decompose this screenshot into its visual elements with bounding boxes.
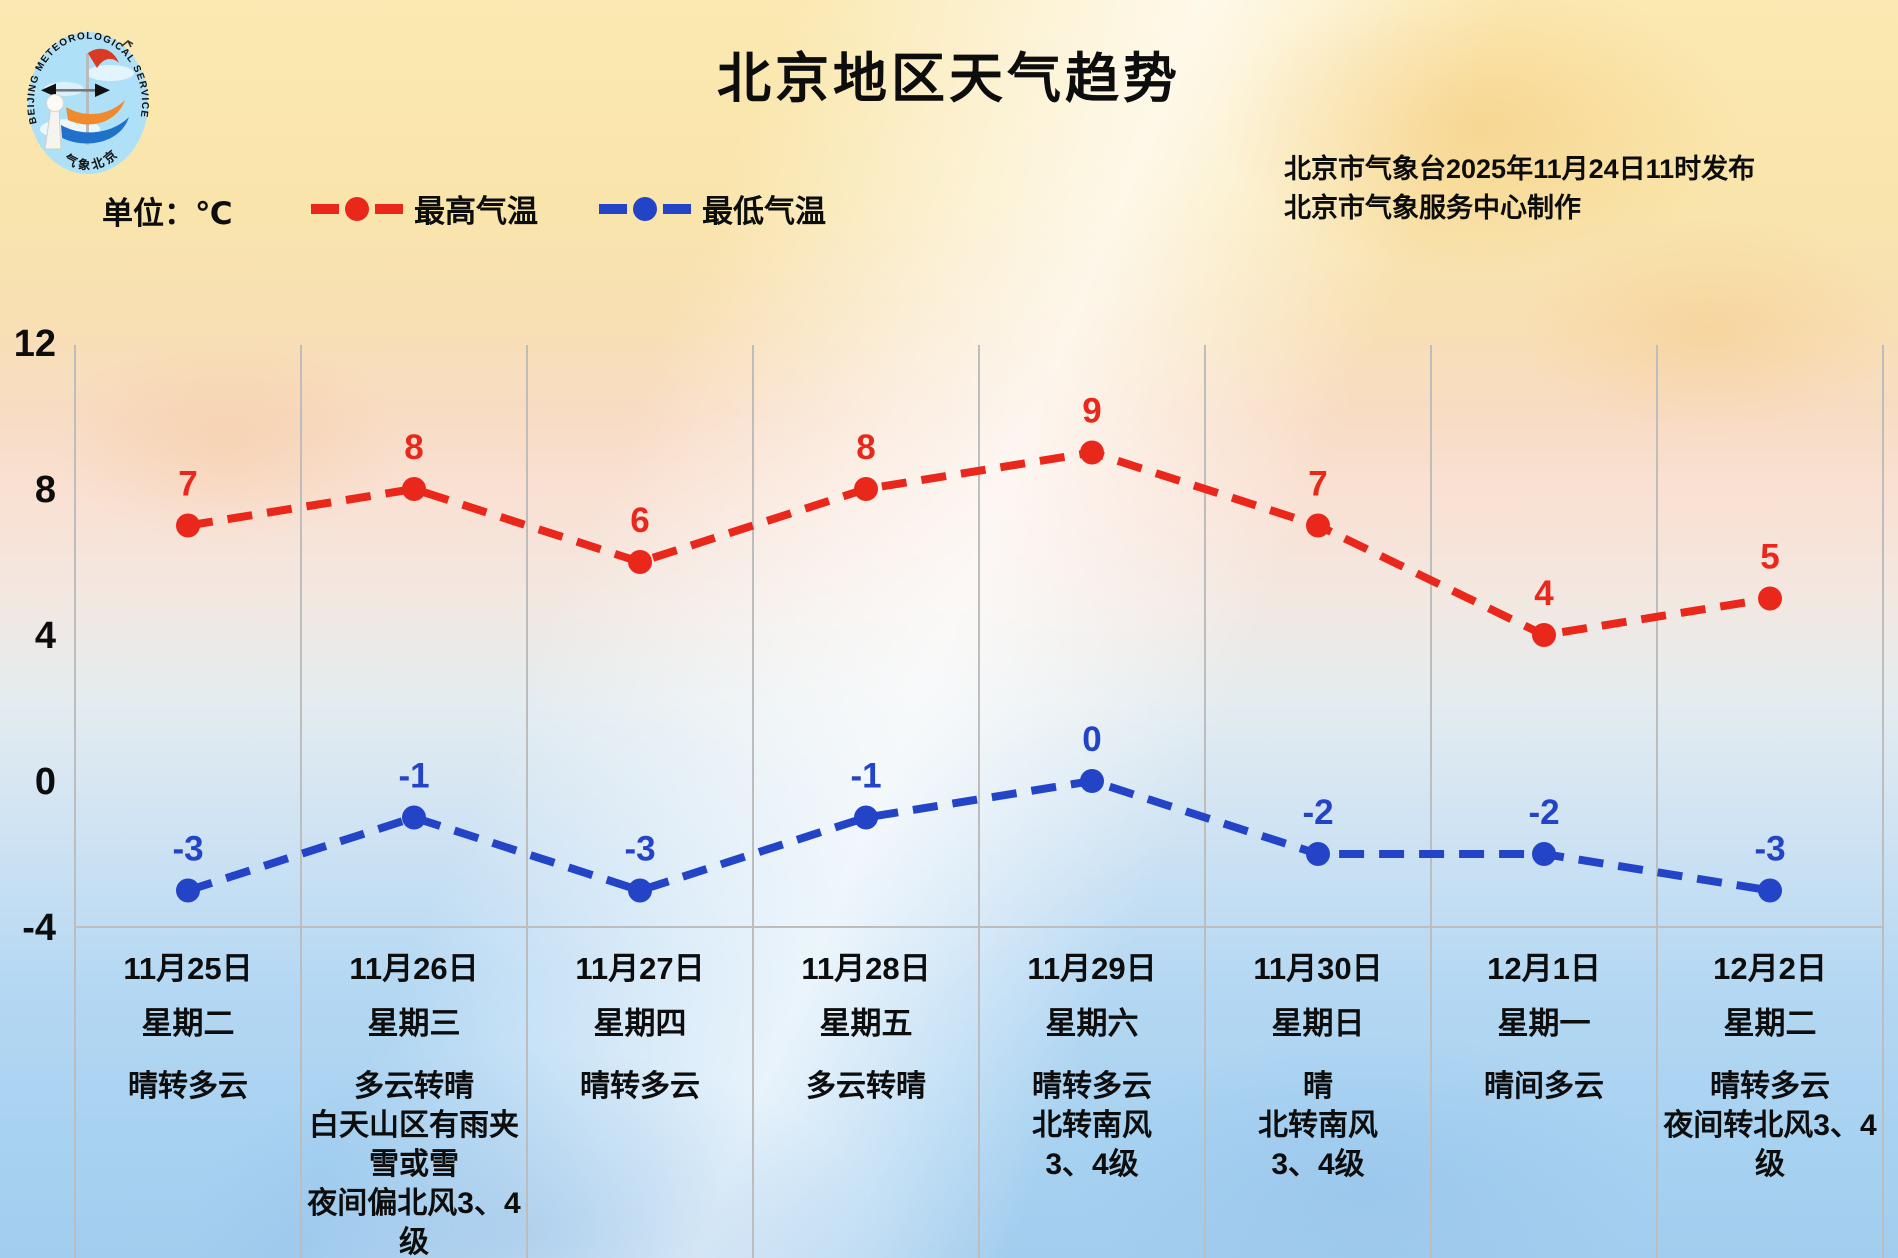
low-temp-value-label: -3 [624, 830, 655, 869]
low-temp-point [1758, 878, 1782, 903]
low-temp-point [1532, 842, 1556, 866]
high-temp-value-label: 7 [178, 465, 197, 504]
legend-label-low: 最低气温 [702, 194, 826, 229]
legend-label-high: 最高气温 [414, 194, 538, 229]
y-axis-tick-label: 8 [35, 469, 56, 511]
day-weekday-label: 星期五 [820, 1006, 913, 1041]
day-weather-text: 晴间多云 [1484, 1070, 1604, 1103]
high-temp-point [854, 477, 878, 501]
publisher-info: 北京市气象台2025年11月24日11时发布 北京市气象服务中心制作 [1284, 150, 1755, 228]
unit-label: 单位：℃ [102, 196, 233, 231]
day-weekday-label: 星期三 [368, 1006, 461, 1041]
day-weekday-label: 星期六 [1046, 1006, 1139, 1041]
day-weather-text: 多云转晴 [354, 1070, 474, 1103]
y-axis-tick-label: 4 [35, 615, 56, 657]
low-temp-value-label: -2 [1302, 793, 1333, 832]
low-temp-point [176, 878, 200, 903]
day-weekday-label: 星期日 [1272, 1006, 1365, 1041]
day-weather-text: 白天山区有雨夹 [309, 1109, 519, 1142]
high-temp-value-label: 6 [630, 501, 649, 540]
day-weather-text: 晴转多云 [128, 1070, 248, 1103]
high-temp-line-icon [311, 196, 403, 221]
publisher-line-1: 北京市气象台2025年11月24日11时发布 [1284, 154, 1756, 184]
low-temp-point [854, 805, 878, 830]
day-weather-text: 级 [1755, 1148, 1785, 1181]
day-weekday-label: 星期四 [594, 1006, 687, 1041]
high-temp-point [628, 550, 652, 574]
low-temp-point [1080, 769, 1104, 793]
low-temp-point [402, 805, 426, 830]
high-temp-value-label: 5 [1760, 538, 1779, 577]
day-weather-text: 晴转多云 [1032, 1070, 1152, 1103]
day-weather-text: 夜间偏北风3、4 [306, 1186, 521, 1220]
day-date-label: 11月26日 [349, 951, 478, 986]
low-temp-value-label: -3 [1754, 830, 1785, 869]
bms-logo: BEIJING METEOROLOGICAL SERVICE 气象北京 [26, 31, 149, 174]
day-weather-text: 级 [399, 1226, 429, 1258]
day-date-label: 12月1日 [1487, 951, 1601, 986]
high-temp-point [1080, 440, 1104, 465]
legend: 最高气温 最低气温 [308, 186, 826, 231]
high-temp-point [1306, 513, 1330, 538]
legend-item-high-temp: 最高气温 [308, 186, 538, 231]
day-date-label: 11月25日 [123, 951, 252, 986]
day-weather-text: 3、4级 [1045, 1148, 1138, 1181]
publisher-line-2: 北京市气象服务中心制作 [1284, 193, 1581, 223]
day-weather-text: 北转南风 [1258, 1109, 1378, 1142]
legend-item-low-temp: 最低气温 [596, 186, 826, 231]
low-temp-line [186, 776, 1771, 895]
low-temp-value-label: -1 [850, 757, 881, 796]
day-weekday-label: 星期二 [142, 1006, 235, 1041]
day-weather-text: 多云转晴 [806, 1070, 926, 1103]
high-temp-point [1758, 586, 1782, 611]
day-date-label: 11月30日 [1253, 951, 1382, 986]
y-axis-tick-label: -4 [22, 907, 56, 949]
high-temp-value-label: 7 [1308, 465, 1327, 504]
page-title: 北京地区天气趋势 [717, 49, 1181, 109]
day-date-label: 11月28日 [801, 951, 930, 986]
day-date-label: 11月29日 [1027, 951, 1156, 986]
low-temp-value-label: -1 [398, 757, 429, 796]
low-temp-value-label: -3 [172, 830, 203, 869]
high-temp-value-label: 8 [856, 428, 875, 467]
day-weather-text: 晴 [1303, 1070, 1333, 1103]
low-temp-point [1306, 842, 1330, 866]
logo-weather-vane-art [41, 39, 134, 150]
low-temp-value-label: -2 [1528, 793, 1559, 832]
y-axis-tick-label: 0 [35, 761, 56, 803]
low-temp-line-icon [599, 196, 691, 221]
low-temp-value-label: 0 [1082, 720, 1101, 759]
high-temp-value-label: 9 [1082, 392, 1101, 431]
day-weekday-label: 星期一 [1498, 1006, 1591, 1041]
day-weather-text: 夜间转北风3、4 [1662, 1108, 1877, 1142]
low-temp-point [628, 878, 652, 903]
day-weekday-label: 星期二 [1724, 1006, 1817, 1041]
day-date-label: 11月27日 [575, 951, 704, 986]
day-weather-text: 晴转多云 [580, 1070, 700, 1103]
high-temp-point [402, 477, 426, 501]
day-date-label: 12月2日 [1713, 951, 1827, 986]
day-weather-text: 北转南风 [1032, 1109, 1152, 1142]
high-temp-value-label: 4 [1534, 574, 1554, 613]
high-temp-point [176, 513, 200, 538]
day-weather-text: 晴转多云 [1710, 1070, 1830, 1103]
high-temp-line [187, 448, 1771, 640]
high-temp-value-label: 8 [404, 428, 423, 467]
y-axis-tick-label: 12 [14, 323, 56, 365]
high-temp-point [1532, 623, 1556, 647]
day-weather-text: 3、4级 [1271, 1148, 1364, 1181]
day-weather-text: 雪或雪 [369, 1148, 459, 1181]
